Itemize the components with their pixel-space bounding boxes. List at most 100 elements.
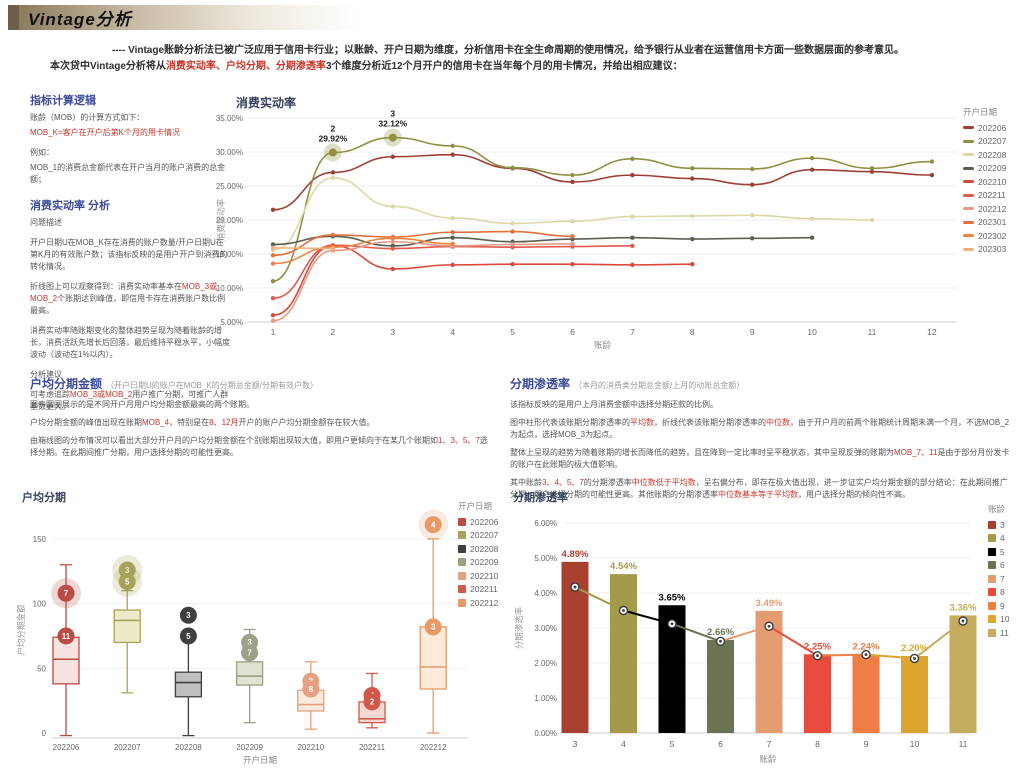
- data-point-202207[interactable]: [809, 155, 815, 161]
- highlight-point[interactable]: [388, 133, 397, 142]
- data-point-202206[interactable]: [869, 169, 875, 174]
- data-point-202210[interactable]: [270, 313, 276, 318]
- outlier-bubble-202211[interactable]: [363, 693, 381, 711]
- data-point-202208[interactable]: [869, 217, 875, 223]
- data-point-202208[interactable]: [330, 175, 336, 181]
- data-point-202211[interactable]: [630, 243, 635, 249]
- legend-item-202208[interactable]: 202208: [963, 148, 1006, 162]
- legend-item-202211[interactable]: 202211: [458, 583, 498, 597]
- data-point-202302[interactable]: [390, 236, 395, 241]
- data-point-202208[interactable]: [450, 215, 455, 221]
- data-point-202301[interactable]: [510, 229, 515, 234]
- series-line-202211[interactable]: [272, 244, 633, 299]
- series-line-202208[interactable]: [272, 177, 873, 251]
- outlier-bubble-202207[interactable]: [118, 561, 136, 579]
- data-point-202209[interactable]: [750, 236, 755, 241]
- data-point-202303[interactable]: [330, 246, 336, 251]
- data-point-202212[interactable]: [510, 242, 515, 247]
- legend-item-202207[interactable]: 202207: [458, 529, 498, 543]
- data-point-202210[interactable]: [630, 262, 635, 268]
- legend-item-7[interactable]: 7: [988, 572, 1009, 586]
- box-202212[interactable]: [419, 626, 447, 690]
- series-line-202302[interactable]: [272, 237, 453, 265]
- data-point-202207[interactable]: [690, 166, 695, 171]
- data-point-202208[interactable]: [390, 204, 395, 209]
- series-line-202210[interactable]: [272, 245, 693, 316]
- legend-item-3[interactable]: 3: [988, 518, 1009, 532]
- data-point-202209[interactable]: [809, 235, 815, 240]
- data-point-202208[interactable]: [510, 221, 515, 226]
- data-point-202210[interactable]: [390, 266, 395, 272]
- bar-mob-4[interactable]: [610, 574, 637, 733]
- data-point-202301[interactable]: [450, 230, 455, 235]
- data-point-202206[interactable]: [390, 154, 395, 159]
- data-point-202206[interactable]: [330, 170, 336, 175]
- data-point-202206[interactable]: [809, 167, 815, 172]
- data-point-202209[interactable]: [690, 236, 695, 242]
- data-point-202208[interactable]: [690, 213, 695, 219]
- bar-mob-8[interactable]: [804, 654, 831, 733]
- bar-mob-9[interactable]: [852, 654, 880, 733]
- data-point-202207[interactable]: [270, 279, 276, 284]
- legend-item-9[interactable]: 9: [988, 599, 1009, 613]
- legend-item-202209[interactable]: 202209: [458, 556, 498, 570]
- data-point-202206[interactable]: [570, 179, 575, 185]
- outlier-bubble-202210[interactable]: [302, 680, 320, 698]
- legend-item-202210[interactable]: 202210: [458, 569, 498, 583]
- data-point-202206[interactable]: [690, 176, 695, 181]
- data-point-202208[interactable]: [809, 216, 815, 221]
- data-point-202302[interactable]: [270, 261, 276, 266]
- outlier-bubble-202208[interactable]: [179, 606, 197, 624]
- legend-item-202301[interactable]: 202301: [963, 216, 1006, 230]
- data-point-202207[interactable]: [570, 172, 575, 178]
- outlier-bubble-202212[interactable]: [424, 516, 442, 534]
- data-point-202209[interactable]: [450, 235, 455, 240]
- legend-item-202303[interactable]: 202303: [963, 243, 1006, 257]
- outlier-bubble-202206[interactable]: [57, 627, 75, 645]
- data-point-202207[interactable]: [630, 156, 635, 161]
- data-point-202206[interactable]: [929, 172, 935, 178]
- data-point-202301[interactable]: [330, 232, 336, 238]
- outlier-bubble-202212[interactable]: [424, 618, 442, 636]
- series-line-202207[interactable]: [272, 136, 932, 282]
- data-point-202212[interactable]: [270, 318, 276, 323]
- legend-item-8[interactable]: 8: [988, 586, 1009, 600]
- legend-item-202302[interactable]: 202302: [963, 229, 1006, 243]
- data-point-202207[interactable]: [510, 165, 515, 170]
- data-point-202208[interactable]: [570, 219, 575, 224]
- legend-item-10[interactable]: 10: [988, 613, 1009, 627]
- data-point-202206[interactable]: [270, 207, 276, 212]
- data-point-202212[interactable]: [390, 239, 395, 244]
- data-point-202208[interactable]: [750, 213, 755, 218]
- data-point-202302[interactable]: [450, 241, 455, 246]
- outlier-bubble-202207[interactable]: [118, 573, 136, 591]
- bar-mob-11[interactable]: [949, 615, 977, 733]
- data-point-202211[interactable]: [270, 296, 276, 301]
- legend-item-202212[interactable]: 202212: [458, 596, 498, 610]
- legend-item-5[interactable]: 5: [988, 545, 1009, 559]
- data-point-202301[interactable]: [270, 253, 276, 258]
- legend-item-202209[interactable]: 202209: [963, 162, 1006, 176]
- legend-item-11[interactable]: 11: [988, 626, 1009, 640]
- legend-item-202207[interactable]: 202207: [963, 135, 1006, 149]
- data-point-202207[interactable]: [750, 166, 755, 172]
- outlier-bubble-202209[interactable]: [241, 644, 259, 662]
- legend-item-202206[interactable]: 202206: [963, 121, 1006, 135]
- bar-mob-6[interactable]: [707, 639, 734, 733]
- legend-item-202208[interactable]: 202208: [458, 542, 498, 556]
- series-line-202303[interactable]: [272, 247, 333, 250]
- legend-item-202206[interactable]: 202206: [458, 515, 498, 529]
- series-line-202301[interactable]: [272, 230, 573, 257]
- box-202208[interactable]: [174, 671, 203, 698]
- legend-item-4[interactable]: 4: [988, 532, 1009, 546]
- data-point-202210[interactable]: [510, 262, 515, 267]
- data-point-202210[interactable]: [450, 262, 455, 268]
- data-point-202301[interactable]: [570, 234, 575, 239]
- data-point-202209[interactable]: [630, 235, 635, 240]
- data-point-202206[interactable]: [450, 152, 455, 157]
- series-line-202206[interactable]: [272, 153, 932, 211]
- data-point-202209[interactable]: [270, 242, 276, 247]
- data-point-202211[interactable]: [390, 246, 395, 251]
- box-202209[interactable]: [235, 661, 264, 686]
- outlier-bubble-202208[interactable]: [179, 627, 197, 645]
